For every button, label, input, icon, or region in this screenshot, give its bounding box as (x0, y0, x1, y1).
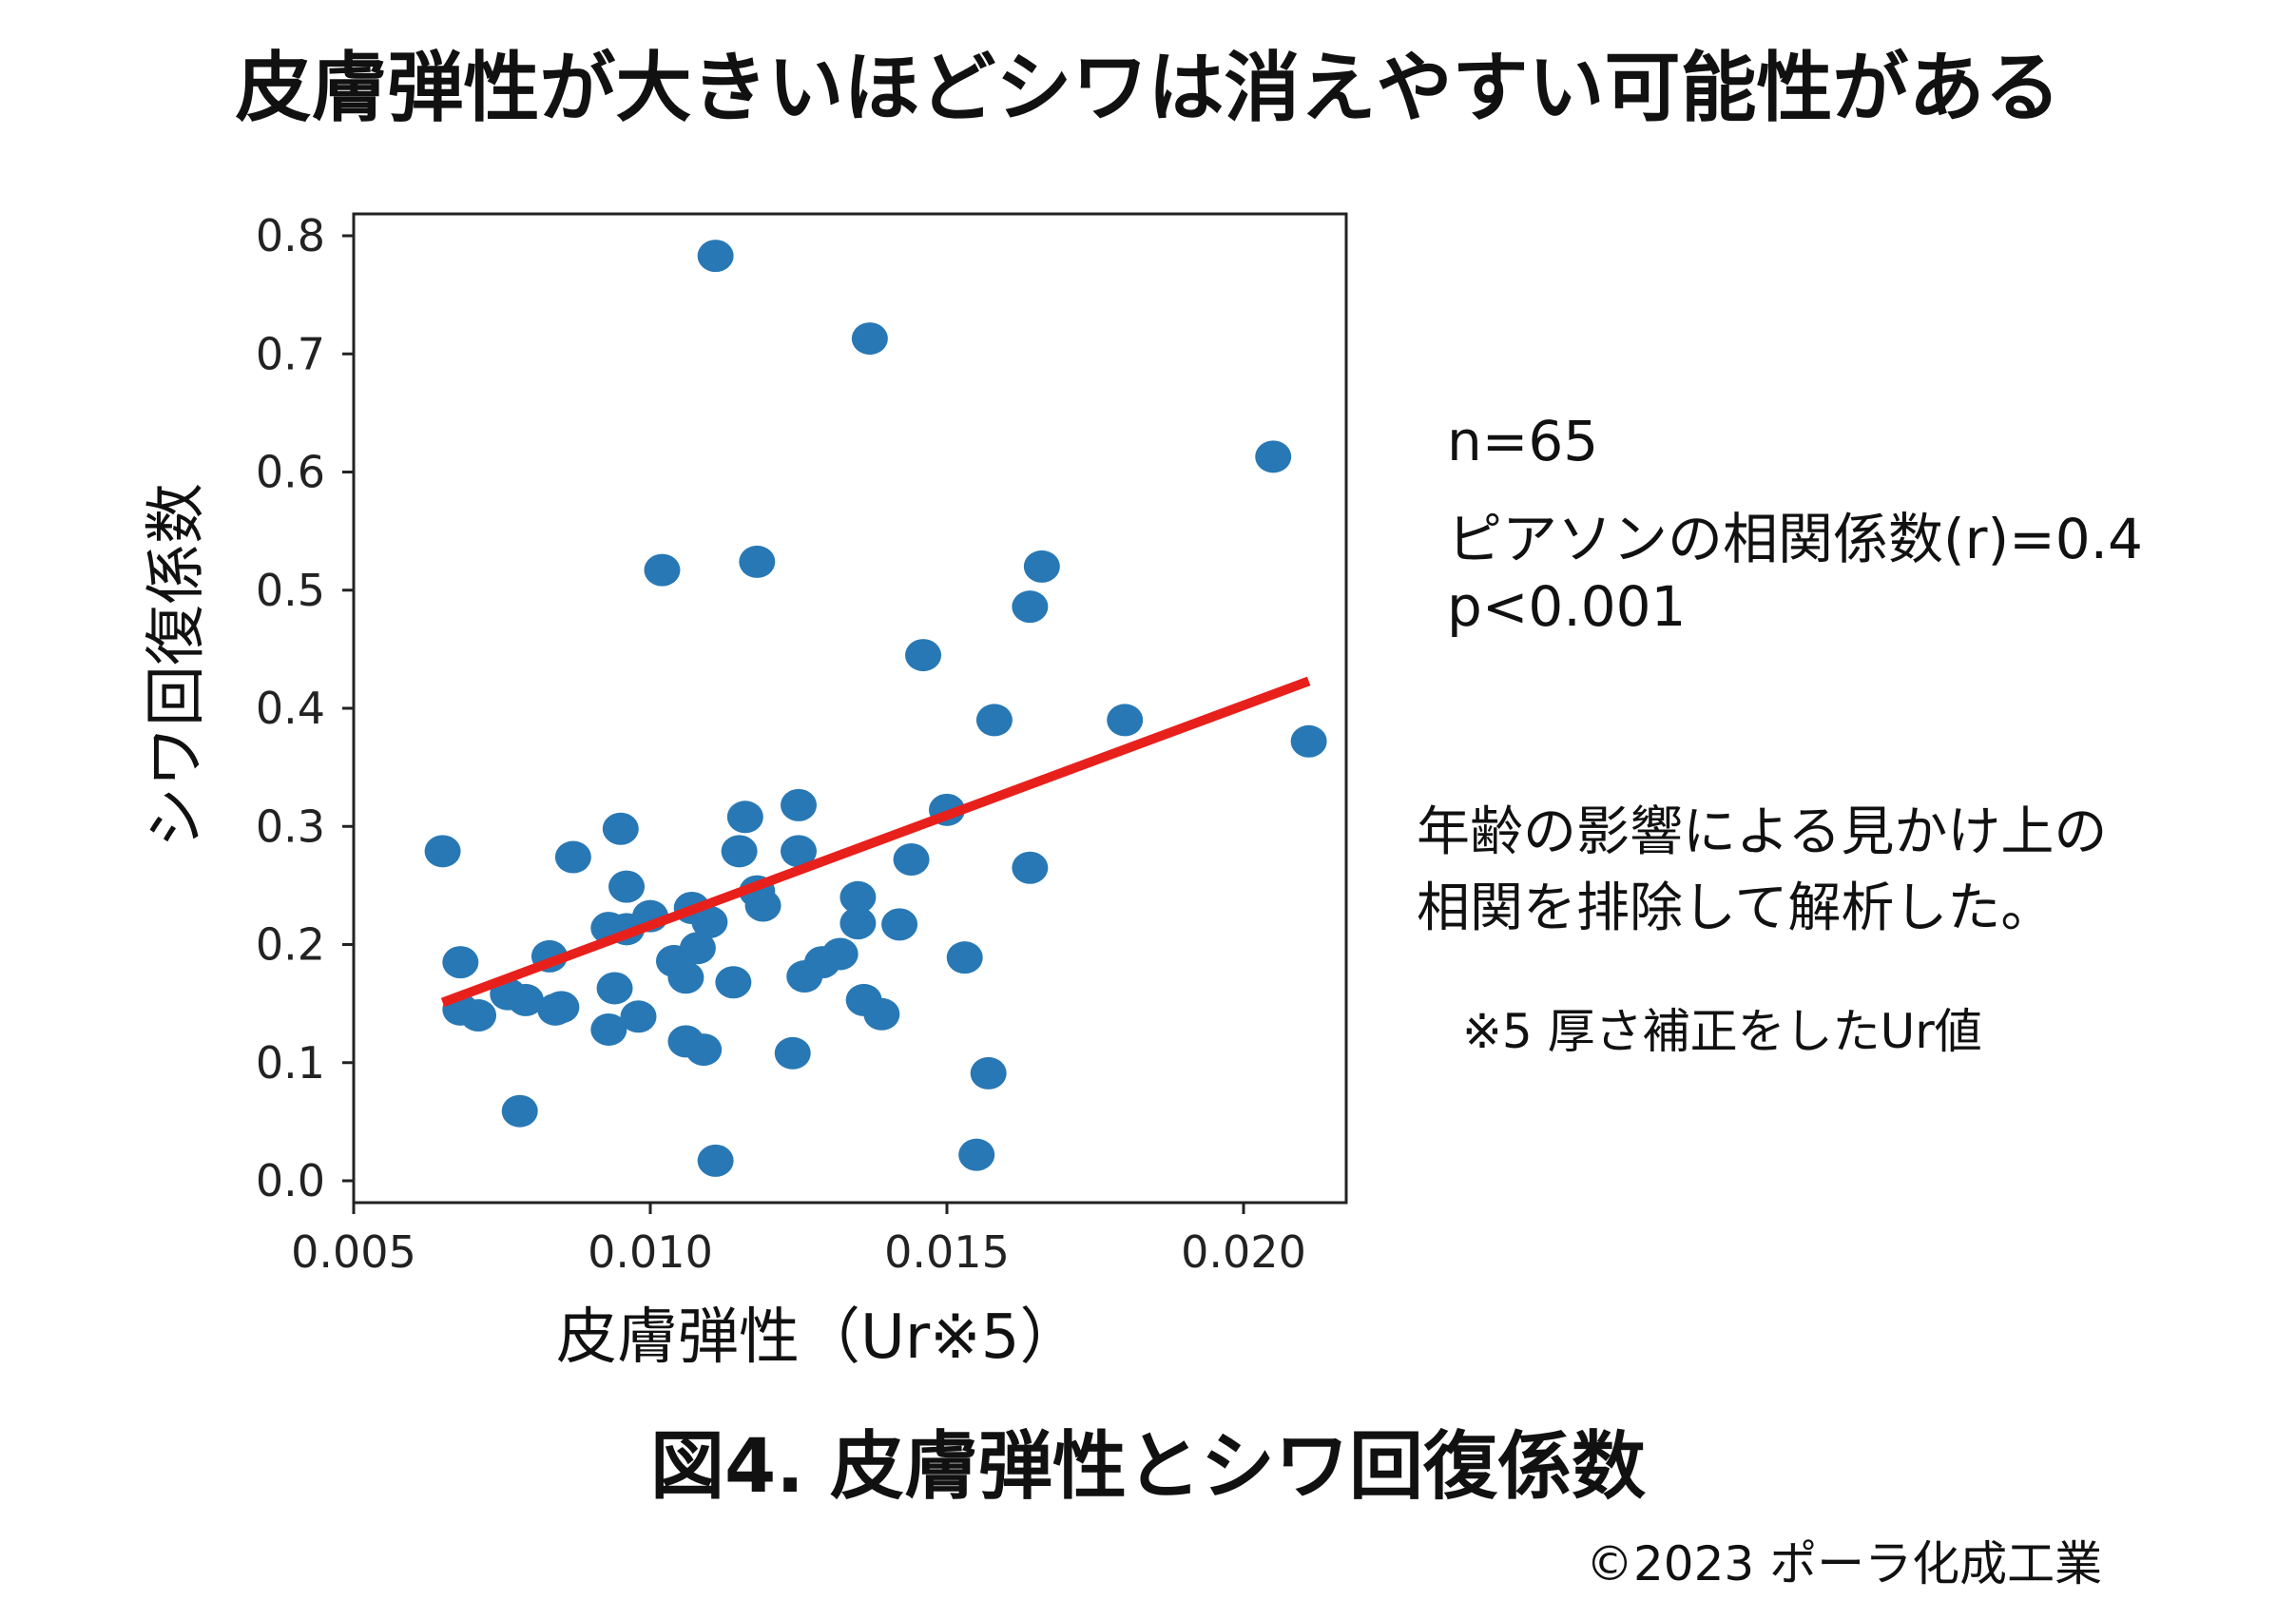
data-point (460, 999, 497, 1032)
data-point (863, 997, 900, 1031)
data-point (424, 835, 461, 868)
data-point (1107, 704, 1144, 737)
data-point (1023, 550, 1060, 583)
data-point (501, 1094, 538, 1128)
data-point (905, 639, 942, 672)
data-point (774, 1036, 811, 1070)
stat-p-value: p<0.001 (1447, 574, 1687, 639)
y-tick-label: 0.7 (256, 328, 325, 379)
data-point (721, 835, 758, 868)
data-point (958, 1138, 995, 1171)
data-point (839, 880, 877, 914)
data-point (602, 812, 639, 845)
data-point (691, 905, 728, 938)
stat-pearson-r: ピアソンの相関係数(r)=0.4 (1447, 507, 2143, 571)
note-line-2: 相関を排除して解析した。 (1417, 878, 2055, 939)
data-point (1290, 724, 1327, 758)
points-layer (424, 240, 1327, 1177)
data-point (715, 966, 752, 999)
data-point (739, 545, 776, 578)
figure-caption: 図4. 皮膚弾性とシワ回復係数 (649, 1424, 1647, 1510)
footnote: ※5 厚さ補正をしたUr値 (1462, 1004, 1982, 1059)
data-point (781, 788, 817, 821)
data-point (590, 1012, 627, 1046)
x-tick-label: 0.010 (588, 1226, 713, 1278)
data-point (1012, 851, 1049, 884)
data-point (620, 1000, 657, 1033)
data-point (543, 991, 580, 1024)
axes-layer: 0.0 0.1 0.2 0.3 0.4 0.5 0.6 0.7 0.8 0.005 0.010 0.0… (256, 210, 1306, 1278)
data-point (881, 908, 918, 941)
data-point (644, 553, 681, 587)
x-axis-label: 皮膚弾性（Ur※5） (556, 1302, 1081, 1373)
x-tick-label: 0.015 (884, 1226, 1010, 1278)
data-point (821, 937, 859, 971)
data-point (685, 1033, 723, 1067)
copyright: ©2023 ポーラ化成工業 (1586, 1536, 2103, 1591)
trend-line (440, 676, 1311, 1008)
data-point (946, 941, 983, 974)
y-tick-label: 0.8 (256, 210, 325, 261)
y-tick-label: 0.5 (256, 565, 325, 616)
data-point (970, 1056, 1007, 1090)
data-point (608, 870, 646, 903)
data-point (697, 240, 734, 273)
y-tick-label: 0.6 (256, 447, 325, 498)
y-axis-label: シワ回復係数 (142, 483, 212, 848)
data-point (667, 961, 704, 994)
data-point (596, 972, 633, 1005)
y-tick-label: 0.4 (256, 683, 325, 734)
data-point (726, 800, 763, 834)
note-line-1: 年齢の影響による見かけ上の (1417, 801, 2108, 863)
x-tick-label: 0.020 (1181, 1226, 1306, 1278)
data-point (507, 983, 544, 1016)
data-point (554, 840, 591, 874)
data-point (851, 322, 888, 356)
trend-layer (440, 676, 1311, 1008)
data-point (697, 1144, 734, 1177)
y-tick-label: 0.3 (256, 800, 325, 852)
y-tick-label: 0.2 (256, 919, 325, 971)
data-point (1012, 590, 1049, 624)
stat-n: n=65 (1447, 409, 1599, 473)
x-tick-label: 0.005 (291, 1226, 416, 1278)
data-point (781, 835, 817, 868)
y-tick-label: 0.0 (256, 1155, 325, 1206)
data-point (679, 932, 716, 965)
data-point (893, 843, 930, 877)
data-point (744, 889, 781, 922)
data-point (442, 946, 479, 979)
data-point (1255, 440, 1292, 473)
y-tick-label: 0.1 (256, 1037, 325, 1089)
headline: 皮膚弾性が大きいほどシワは消えやすい可能性がある (235, 44, 2061, 132)
plot-frame (352, 212, 1348, 1205)
data-point (975, 704, 1013, 737)
data-point (839, 907, 877, 940)
